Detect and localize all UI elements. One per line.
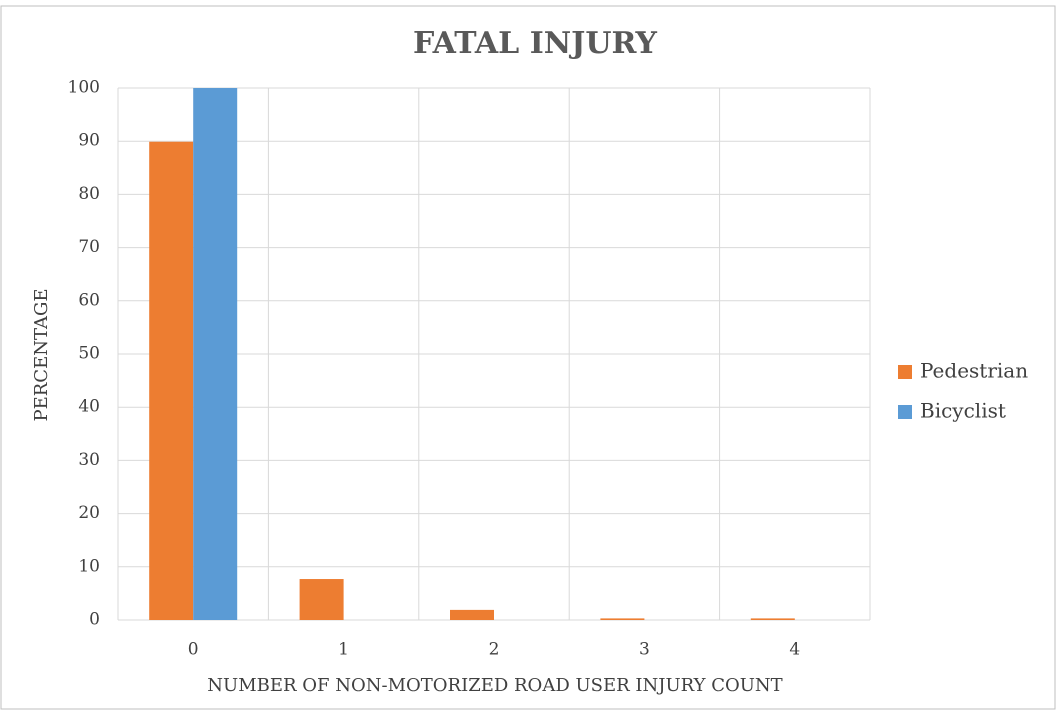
- y-tick-label: 60: [78, 290, 100, 310]
- legend-swatch: [898, 405, 912, 419]
- x-tick-label: 3: [639, 640, 650, 660]
- y-tick-label: 100: [68, 78, 100, 98]
- x-tick-label: 1: [338, 640, 349, 660]
- x-tick-label: 2: [489, 640, 500, 660]
- y-tick-label: 30: [78, 450, 100, 470]
- bar: [450, 609, 494, 620]
- legend-swatch: [898, 365, 912, 379]
- y-tick-label: 40: [78, 397, 100, 417]
- y-tick-label: 50: [78, 344, 100, 364]
- bar: [299, 579, 344, 620]
- bar: [149, 141, 194, 620]
- bar: [750, 618, 795, 620]
- y-tick-label: 10: [78, 556, 100, 576]
- y-tick-label: 20: [78, 503, 100, 523]
- bar: [600, 618, 645, 620]
- y-tick-label: 80: [78, 184, 100, 204]
- x-axis-label: NUMBER OF NON-MOTORIZED ROAD USER INJURY…: [207, 675, 782, 696]
- legend-label: Pedestrian: [920, 359, 1028, 383]
- y-tick-label: 70: [78, 237, 100, 257]
- chart-title: FATAL INJURY: [413, 26, 657, 61]
- bar: [193, 88, 238, 620]
- y-tick-label: 0: [89, 610, 100, 630]
- y-tick-label: 90: [78, 131, 100, 151]
- x-tick-label: 0: [188, 640, 199, 660]
- legend-label: Bicyclist: [920, 399, 1006, 423]
- x-tick-label: 4: [789, 640, 800, 660]
- y-axis-label: PERCENTAGE: [31, 288, 52, 421]
